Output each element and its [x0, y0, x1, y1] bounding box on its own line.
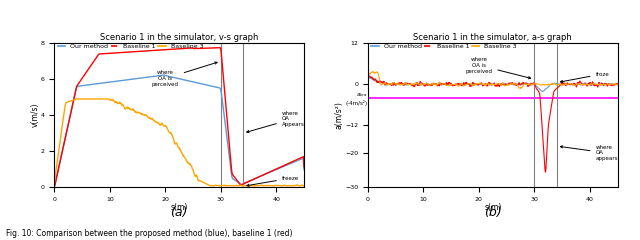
Text: Fig. 10: Comparison between the proposed method (blue), baseline 1 (red): Fig. 10: Comparison between the proposed…: [6, 228, 293, 238]
Text: froze: froze: [561, 72, 609, 83]
Text: freeze: freeze: [247, 176, 299, 186]
Text: (a): (a): [170, 206, 188, 219]
Text: (b): (b): [484, 206, 502, 219]
Legend: Our method, Baseline 1, Baseline 3: Our method, Baseline 1, Baseline 3: [371, 43, 516, 49]
Title: Scenario 1 in the simulator, a-s graph: Scenario 1 in the simulator, a-s graph: [413, 33, 572, 42]
Title: Scenario 1 in the simulator, v-s graph: Scenario 1 in the simulator, v-s graph: [100, 33, 259, 42]
X-axis label: s(m): s(m): [170, 203, 188, 212]
Legend: Our method, Baseline 1, Baseline 3: Our method, Baseline 1, Baseline 3: [58, 43, 203, 49]
Text: where
OA is
perceived: where OA is perceived: [465, 57, 531, 79]
Text: where
OA
Appears: where OA Appears: [246, 110, 305, 132]
Y-axis label: a(m/s²): a(m/s²): [335, 101, 344, 129]
Text: where
OA is
perceived: where OA is perceived: [152, 62, 217, 87]
Y-axis label: v(m/s): v(m/s): [30, 103, 39, 127]
Text: $a_{bra}$
(-4m/s²): $a_{bra}$ (-4m/s²): [346, 91, 368, 106]
X-axis label: s(m): s(m): [484, 203, 502, 212]
Text: where
OA
appears: where OA appears: [561, 145, 618, 161]
